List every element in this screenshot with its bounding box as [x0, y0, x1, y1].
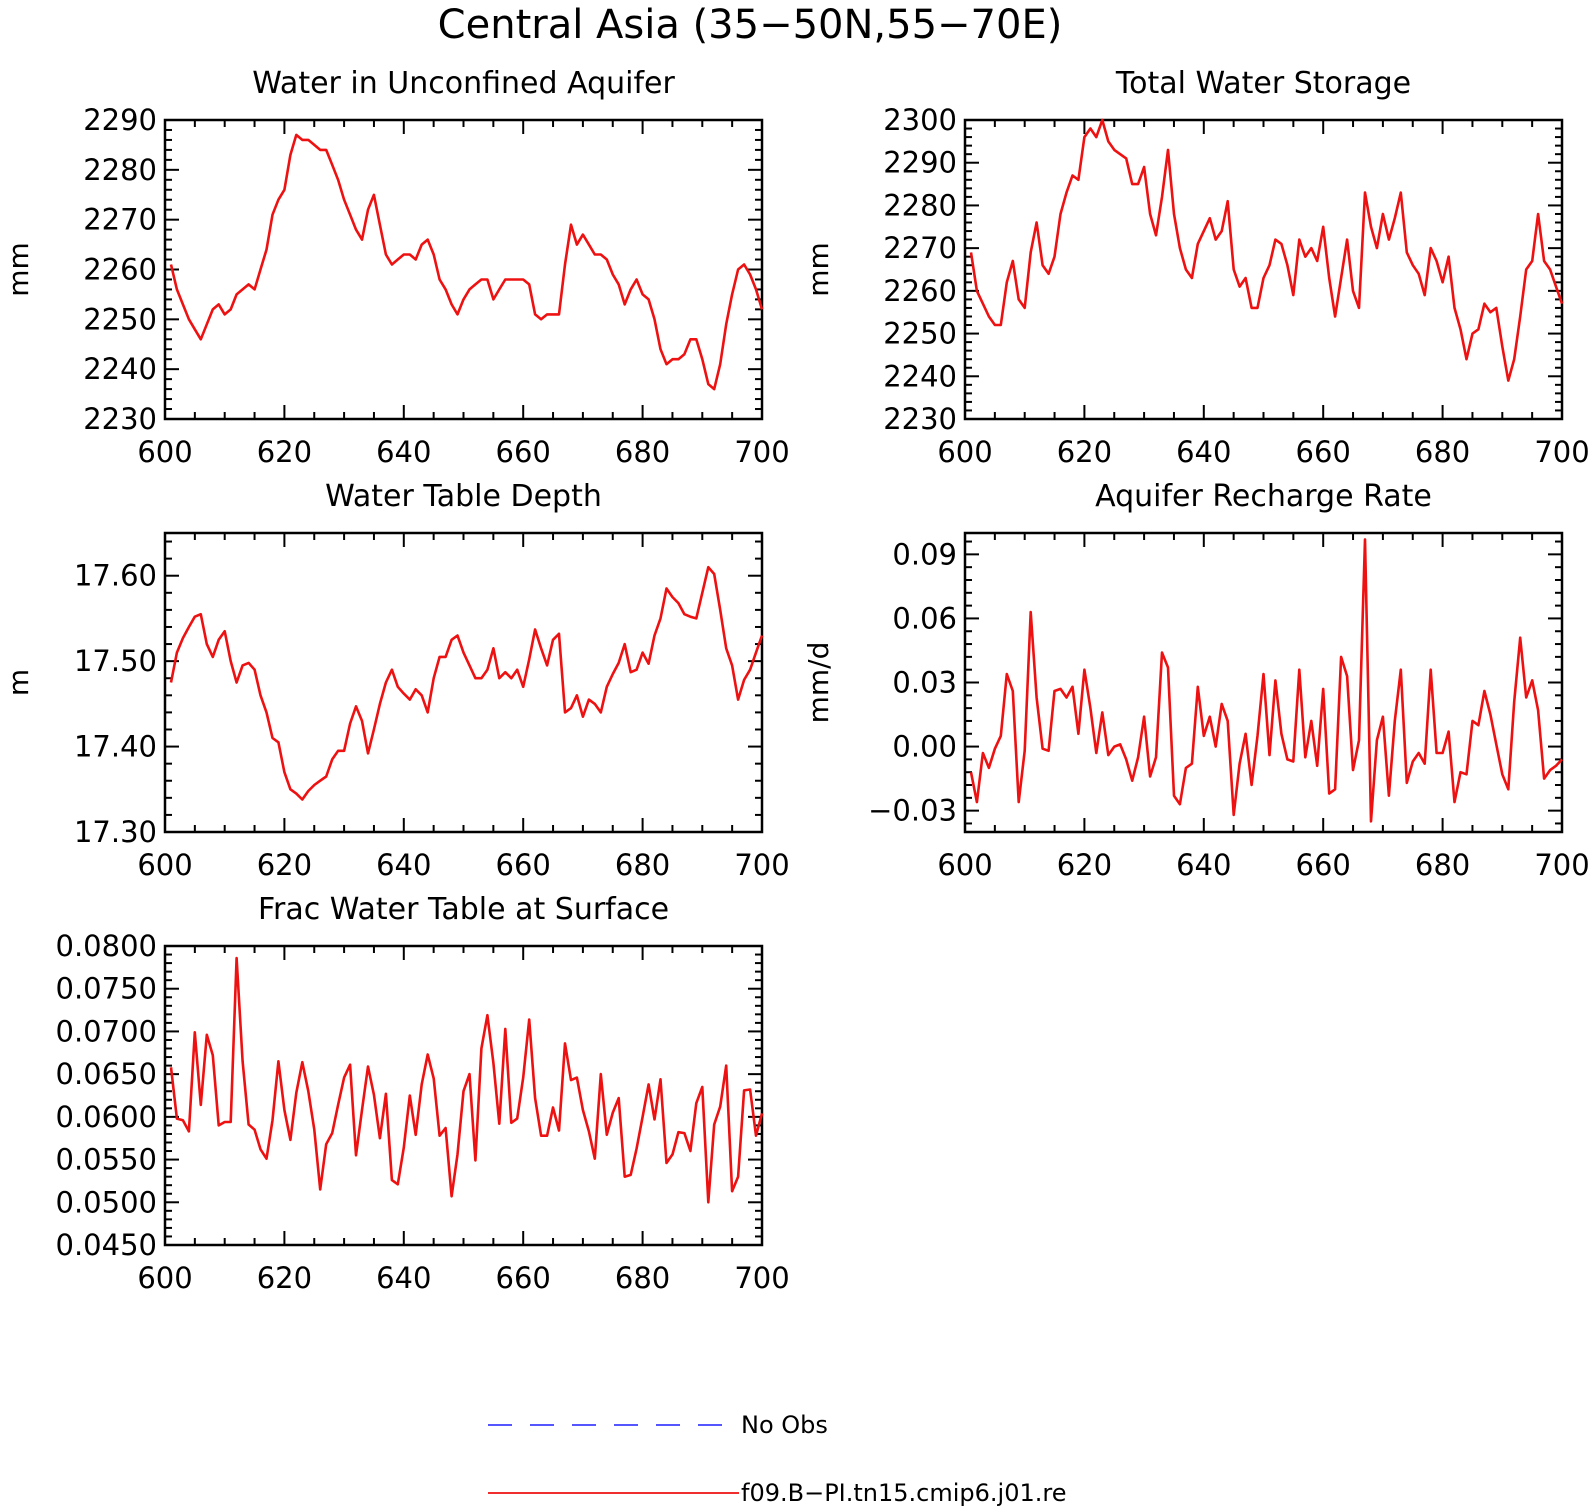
y-tick-label: 2290 — [883, 146, 957, 180]
y-tick-label: 2260 — [883, 274, 957, 308]
x-tick-label: 700 — [734, 435, 789, 469]
y-tick-label: 2290 — [83, 103, 157, 137]
y-tick-label: 2270 — [883, 231, 957, 265]
y-tick-label: 0.06 — [892, 601, 957, 635]
y-tick-label: −0.03 — [868, 794, 957, 828]
figure-title: Central Asia (35−50N,55−70E) — [438, 2, 1063, 48]
y-tick-label: 0.0750 — [56, 972, 157, 1006]
x-tick-label: 700 — [734, 1261, 789, 1295]
y-tick-label: 2260 — [83, 253, 157, 287]
y-axis-label: m — [2, 669, 35, 696]
panel-title: Frac Water Table at Surface — [258, 892, 669, 927]
y-tick-label: 0.0700 — [56, 1014, 157, 1048]
series-line-1 — [969, 538, 1563, 823]
panel-title: Water Table Depth — [325, 479, 602, 514]
x-tick-label: 700 — [1534, 435, 1589, 469]
x-tick-label: 660 — [1296, 848, 1351, 882]
panels-group: Water in Unconfined Aquifer mm 600 620 640 66… — [2, 66, 1590, 1295]
y-tick-label: 2250 — [83, 302, 157, 336]
x-tick-label: 680 — [615, 435, 670, 469]
chart-panel-1: Water in Unconfined Aquifer mm 600 620 640 66… — [2, 66, 790, 469]
panel-title: Total Water Storage — [1115, 66, 1411, 101]
chart-panel-3: Water Table Depth m 600 620 640 660 680 700 17.3… — [2, 479, 790, 882]
series-line-1 — [169, 133, 764, 391]
x-tick-label: 620 — [1057, 435, 1112, 469]
panel-title: Water in Unconfined Aquifer — [252, 66, 675, 101]
y-tick-label: 2300 — [883, 103, 957, 137]
legend-label-model: f09.B−PI.tn15.cmip6.j01.re — [741, 1479, 1066, 1507]
x-tick-label: 660 — [1296, 435, 1351, 469]
plot-frame — [163, 531, 764, 834]
chart-panel-2: Total Water Storage mm 600 620 640 660 680 700 2… — [802, 66, 1590, 469]
panel-title: Aquifer Recharge Rate — [1095, 479, 1432, 514]
y-tick-label: 2240 — [83, 352, 157, 386]
x-tick-label: 620 — [257, 435, 312, 469]
x-tick-label: 640 — [376, 848, 431, 882]
x-tick-label: 620 — [257, 1261, 312, 1295]
y-tick-label: 17.60 — [74, 559, 157, 593]
y-axis-label: mm — [802, 242, 835, 297]
y-tick-label: 2280 — [883, 188, 957, 222]
y-tick-label: 2230 — [83, 402, 157, 436]
y-axis-label: mm — [2, 242, 35, 297]
y-tick-label: 0.03 — [892, 666, 957, 700]
x-tick-label: 680 — [1415, 848, 1470, 882]
x-tick-label: 640 — [376, 435, 431, 469]
y-tick-label: 2240 — [883, 359, 957, 393]
legend: No Obs f09.B−PI.tn15.cmip6.j01.re — [488, 1411, 1066, 1507]
chart-panel-4: Aquifer Recharge Rate mm/d 600 620 640 660 680… — [802, 479, 1590, 882]
plot-frame — [963, 118, 1564, 421]
y-tick-label: 0.09 — [892, 537, 957, 571]
x-tick-label: 600 — [137, 1261, 192, 1295]
x-tick-label: 640 — [1176, 435, 1231, 469]
x-tick-label: 620 — [1057, 848, 1112, 882]
y-tick-label: 17.50 — [74, 644, 157, 678]
y-tick-label: 17.30 — [74, 815, 157, 849]
y-tick-label: 0.0800 — [56, 929, 157, 963]
x-tick-label: 660 — [496, 435, 551, 469]
plot-frame — [163, 118, 764, 421]
y-tick-label: 0.0600 — [56, 1100, 157, 1134]
series-line-1 — [969, 118, 1564, 382]
y-tick-label: 2230 — [883, 402, 957, 436]
x-tick-label: 600 — [937, 435, 992, 469]
y-tick-label: 17.40 — [74, 730, 157, 764]
y-tick-label: 2250 — [883, 317, 957, 351]
x-tick-label: 600 — [937, 848, 992, 882]
y-tick-label: 0.0450 — [56, 1228, 157, 1262]
x-tick-label: 600 — [137, 848, 192, 882]
y-tick-label: 0.0550 — [56, 1143, 157, 1177]
x-tick-label: 620 — [257, 848, 312, 882]
y-tick-label: 0.0500 — [56, 1185, 157, 1219]
y-axis-label: mm/d — [802, 642, 835, 724]
y-tick-label: 2280 — [83, 153, 157, 187]
chart-panel-5: Frac Water Table at Surface 600 620 640 660 6… — [56, 892, 790, 1295]
y-tick-label: 0.0650 — [56, 1057, 157, 1091]
series-line-1 — [169, 565, 764, 801]
x-tick-label: 640 — [1176, 848, 1231, 882]
x-tick-label: 600 — [137, 435, 192, 469]
x-tick-label: 660 — [496, 1261, 551, 1295]
x-tick-label: 660 — [496, 848, 551, 882]
x-tick-label: 700 — [1534, 848, 1589, 882]
x-tick-label: 700 — [734, 848, 789, 882]
series-line-1 — [169, 956, 764, 1204]
x-tick-label: 680 — [1415, 435, 1470, 469]
x-tick-label: 680 — [615, 1261, 670, 1295]
x-tick-label: 680 — [615, 848, 670, 882]
legend-label-no-obs: No Obs — [741, 1411, 828, 1439]
y-tick-label: 0.00 — [892, 730, 957, 764]
x-tick-label: 640 — [376, 1261, 431, 1295]
y-tick-label: 2270 — [83, 203, 157, 237]
